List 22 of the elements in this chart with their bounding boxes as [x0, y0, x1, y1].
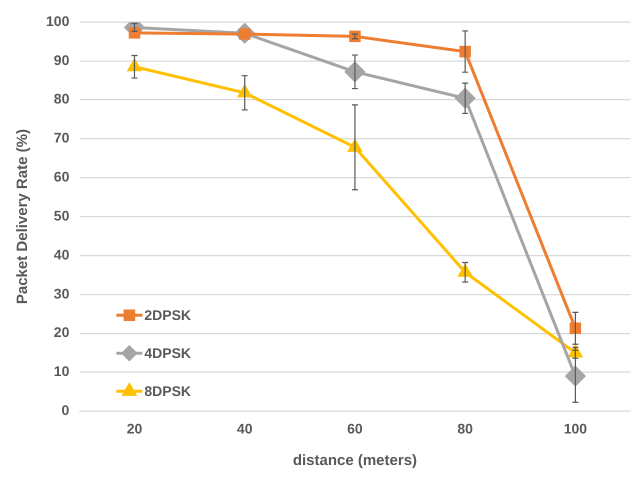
x-tick-label: 20 — [126, 420, 142, 436]
y-tick-label: 70 — [54, 130, 70, 146]
y-axis-title: Packet Delivery Rate (%) — [14, 129, 32, 304]
x-axis-title: distance (meters) — [292, 452, 418, 470]
x-tick-label: 100 — [564, 420, 588, 436]
y-tick-label: 20 — [54, 324, 70, 340]
legend-label: 2DPSK — [144, 307, 192, 324]
y-tick-label: 60 — [54, 168, 70, 185]
point — [349, 30, 361, 42]
legend-label: 8DPSK — [144, 383, 192, 400]
y-tick-label: 40 — [54, 246, 70, 262]
x-tick-label: 60 — [347, 420, 363, 436]
legend-label: 4DPSK — [144, 345, 192, 362]
y-tick-label: 50 — [54, 207, 70, 224]
y-tick-label: 10 — [54, 363, 70, 380]
y-tick-label: 80 — [54, 90, 70, 107]
x-tick-label: 80 — [457, 420, 474, 436]
y-tick-label: 90 — [54, 52, 70, 68]
y-tick-label: 30 — [54, 285, 70, 302]
x-tick-label: 40 — [236, 420, 253, 436]
y-tick-label: 100 — [46, 12, 70, 29]
y-tick-label: 0 — [62, 402, 70, 418]
